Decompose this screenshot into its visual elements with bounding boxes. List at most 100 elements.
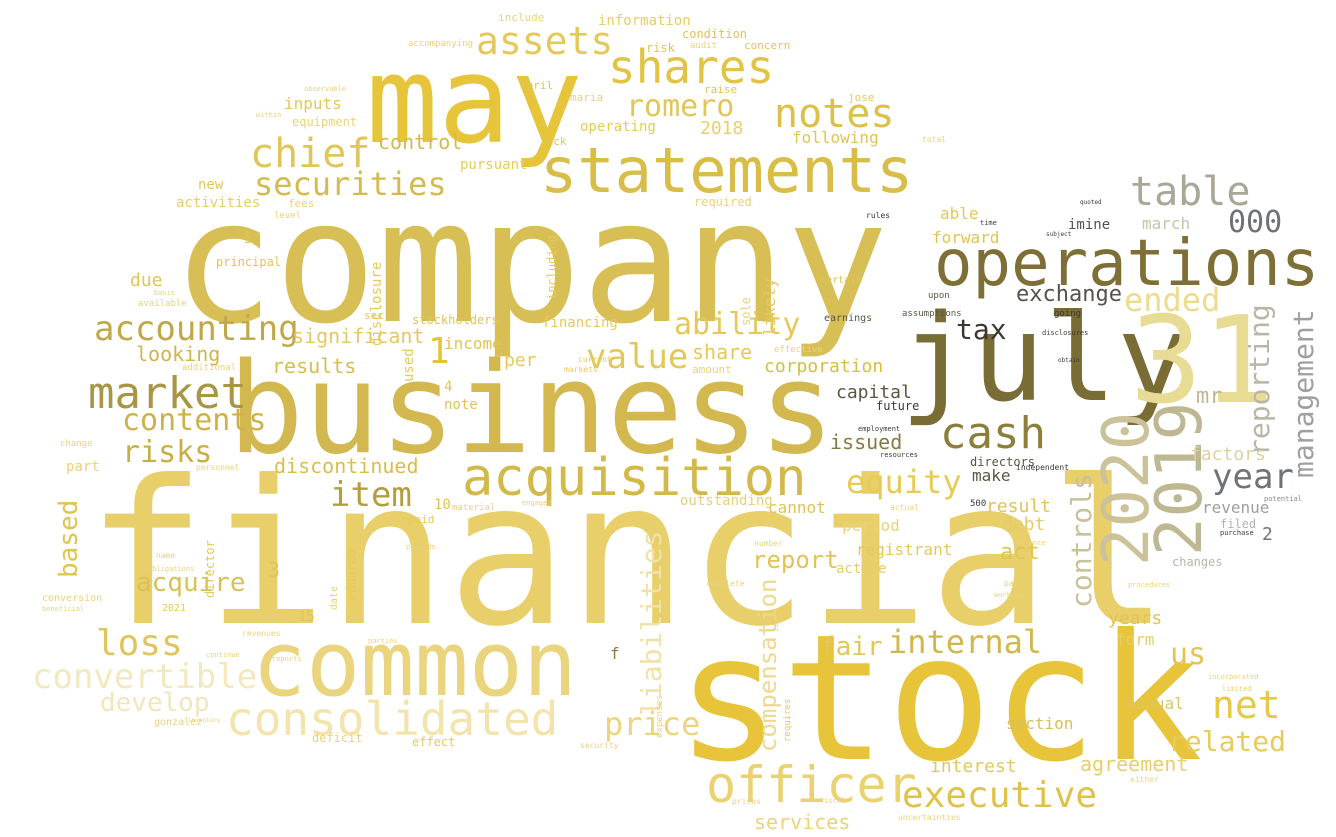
word-inputs: inputs (284, 94, 342, 113)
word-control: control (378, 130, 463, 154)
word-amount: amount (692, 363, 732, 376)
word-used: used (401, 348, 417, 382)
word-acquisition: acquisition (462, 448, 807, 508)
word-financing: financing (542, 315, 618, 331)
word-pay: pay (1004, 579, 1019, 588)
word-activities: activities (176, 195, 261, 211)
word-inventory: inventory (188, 717, 221, 724)
word-quoted: quoted (1080, 199, 1102, 206)
word-expenses: expenses (655, 694, 665, 738)
word-2018: 2018 (700, 118, 744, 139)
word-year: year (1212, 457, 1294, 497)
word-corporation: corporation (764, 356, 884, 377)
word-imine: imine (1068, 217, 1111, 233)
word-business: business (228, 335, 835, 482)
word-forward: forward (932, 228, 1000, 247)
word-changes: changes (1172, 555, 1223, 569)
word-management: management (1287, 309, 1320, 478)
word-working: working (994, 591, 1024, 599)
word-net: net (1212, 683, 1281, 727)
word-500: 500 (970, 499, 987, 509)
word-executive: executive (902, 775, 1098, 816)
word-ability: ability (674, 307, 801, 342)
word-either: either (1130, 775, 1159, 784)
word-time: time (980, 219, 997, 227)
word-31: 31 (1130, 292, 1275, 431)
word-lack: lack (540, 135, 567, 148)
word-earnings: earnings (824, 313, 873, 324)
word-mr: mr (1196, 384, 1223, 409)
word-securities: securities (254, 165, 447, 203)
word-shares: shares (608, 40, 775, 94)
word-registrant: registrant (856, 540, 953, 559)
word-paid: paid (408, 513, 435, 526)
word-markets: markets (564, 365, 598, 374)
word-chief: chief (250, 131, 371, 177)
word-active: active (836, 561, 887, 577)
word-make: make (972, 466, 1011, 485)
word-reporting: reporting (1243, 304, 1276, 456)
word-interest: interest (930, 756, 1017, 777)
word-develop: develop (100, 688, 210, 718)
word-director: director (203, 540, 217, 598)
word-us: us (1170, 637, 1207, 672)
word-obtain: obtain (1058, 357, 1080, 364)
word-certain: certain (820, 275, 863, 286)
word-within: within (256, 111, 282, 119)
word-stock: stock (676, 598, 1203, 801)
word-audit: audit (690, 41, 718, 51)
word-taxes: taxes (771, 607, 780, 632)
word-potential: potential (1264, 495, 1302, 503)
word-common: common (252, 612, 578, 717)
word-looking: looking (136, 342, 221, 366)
word-f: f (610, 644, 620, 663)
word-procedures: procedures (1128, 581, 1171, 589)
word-fiscal: fiscal (820, 797, 846, 805)
word-beneficial: beneficial (42, 605, 85, 613)
word-market: market (88, 368, 247, 419)
word-accompanying: accompanying (408, 39, 474, 49)
word-financial: financial (86, 438, 1170, 671)
word-parties: parties (368, 637, 398, 645)
word-concern: concern (744, 39, 791, 52)
word-factors: factors (1190, 444, 1266, 465)
word-upon: upon (928, 291, 950, 301)
word-loss: loss (96, 623, 183, 664)
word-contents: contents (122, 403, 267, 438)
word-observable: observable (304, 85, 347, 93)
word-march: march (1142, 214, 1191, 233)
word-continue: continue (206, 651, 240, 659)
word-directors: directors (970, 455, 1036, 469)
word-tax: tax (956, 313, 1007, 346)
word-2021: 2021 (162, 603, 187, 614)
word-uncertainties: uncertainties (898, 813, 961, 822)
word-compensation: compensation (754, 578, 782, 752)
word-agreement: agreement (1080, 752, 1189, 776)
word-provide: provide (406, 543, 436, 551)
word-going: going (1054, 309, 1082, 319)
word-table: table (1130, 169, 1251, 215)
word-risks: risks (122, 435, 213, 470)
word-period: period (842, 516, 900, 535)
word-operating: operating (580, 119, 656, 135)
word-disclosures: disclosures (1042, 329, 1089, 337)
word-outstanding: outstanding (680, 493, 773, 509)
word-available: available (138, 299, 187, 309)
word-future: future (876, 399, 920, 413)
word-internal: internal (888, 623, 1043, 661)
word-significant: significant (292, 324, 425, 348)
word-change: change (60, 439, 93, 449)
word-annual: annual (1126, 694, 1184, 713)
word-complete: complete (706, 579, 745, 588)
word-disclosure: disclosure (369, 261, 385, 346)
word-number: number (754, 539, 783, 548)
word-purchase: purchase (1220, 529, 1254, 537)
word-information: information (598, 13, 691, 29)
word-basis: basis (154, 289, 176, 297)
word-part: part (66, 459, 100, 475)
word-raise: raise (704, 83, 738, 96)
word-engaged: engaged (522, 499, 552, 507)
word-independent: independent (1016, 463, 1069, 472)
word-assets: assets (476, 19, 614, 63)
word-related: related (1168, 725, 1287, 758)
